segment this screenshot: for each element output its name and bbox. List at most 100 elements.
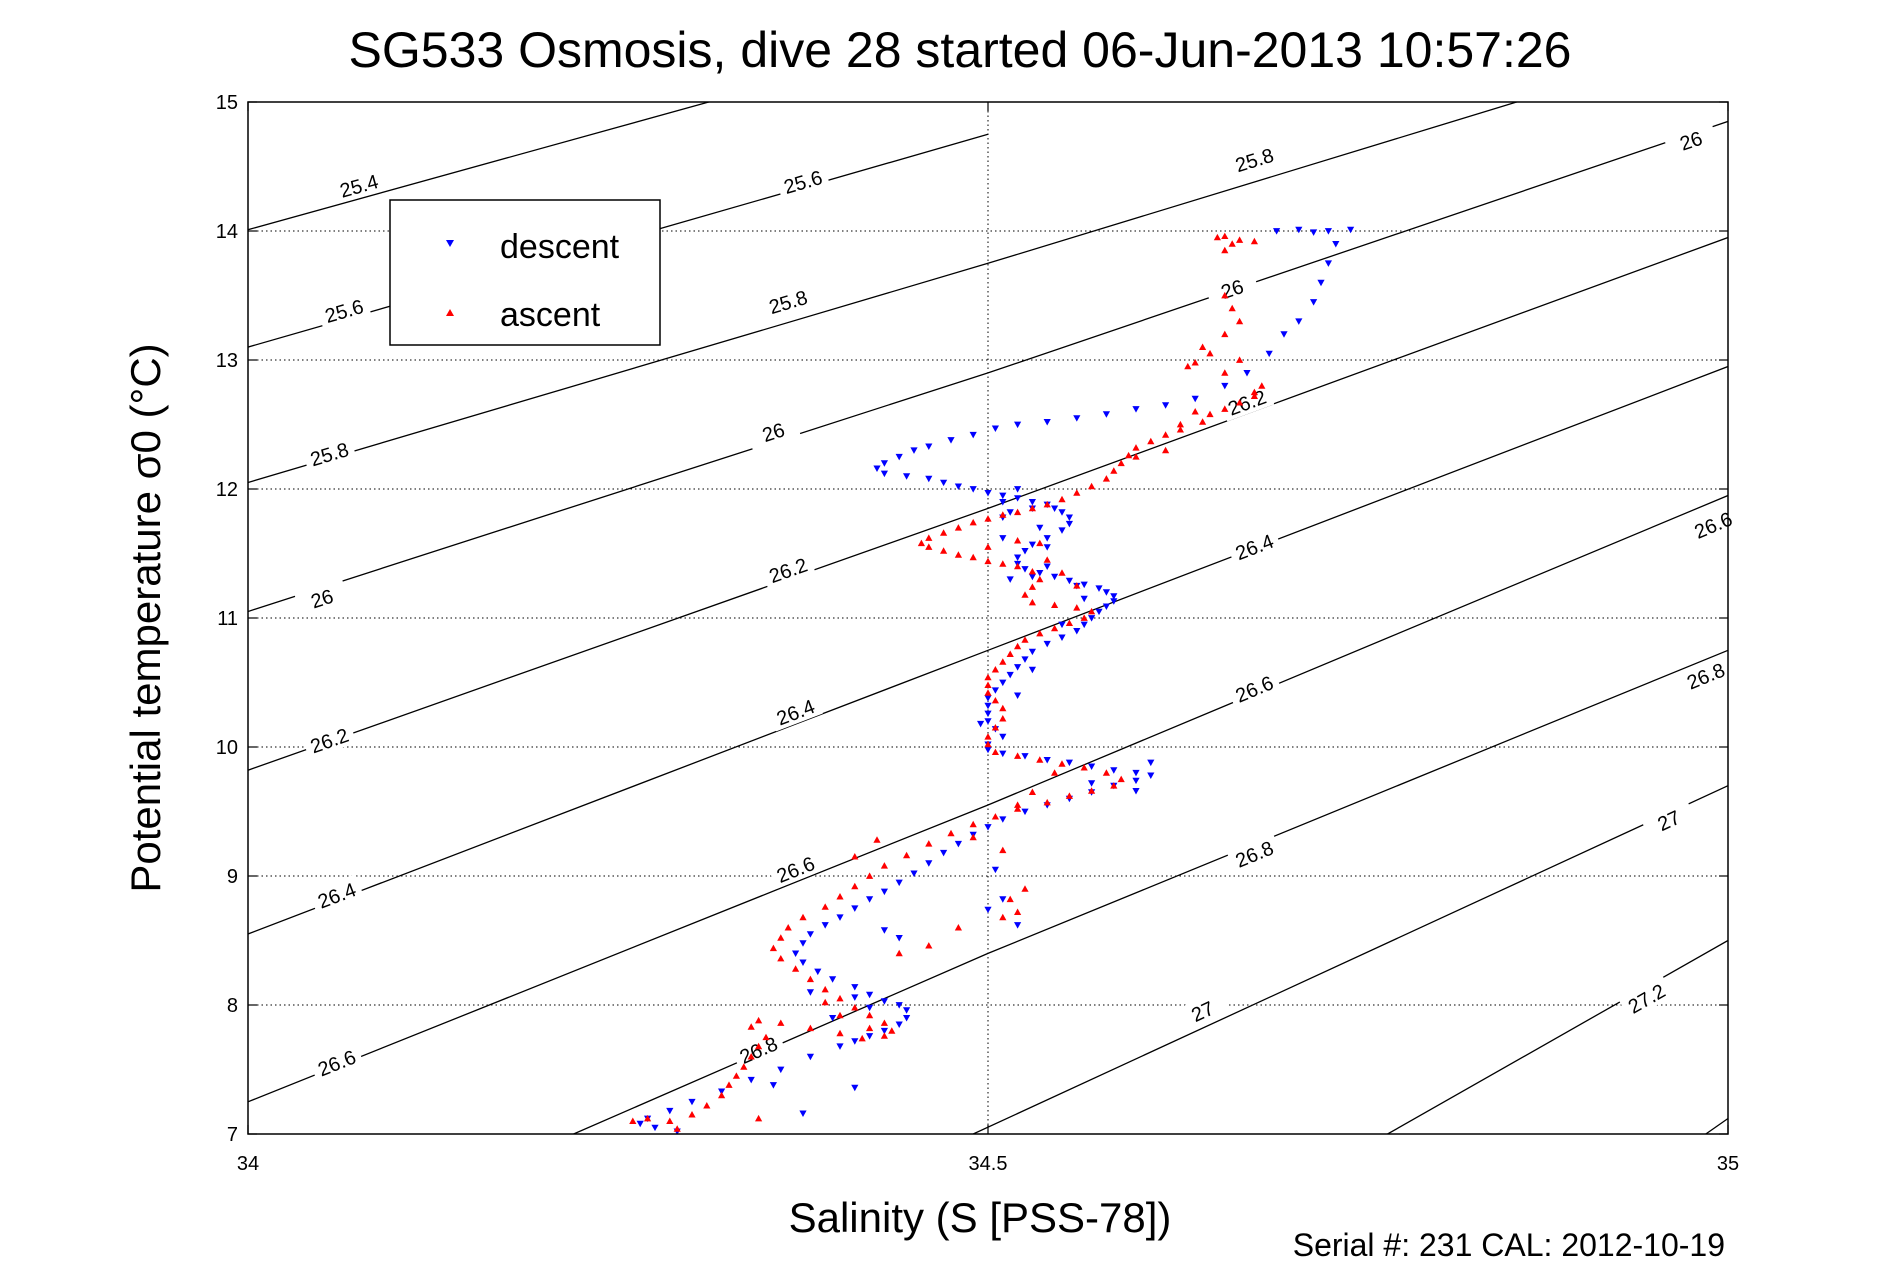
ascent-point: [917, 539, 925, 547]
ascent-point: [666, 1117, 674, 1124]
descent-point: [984, 746, 992, 754]
descent-point: [880, 927, 888, 934]
contour-label-bg: [1226, 667, 1282, 709]
descent-point: [1191, 395, 1199, 403]
descent-point: [1324, 228, 1332, 235]
ascent-point: [940, 547, 948, 554]
descent-point: [1006, 671, 1014, 679]
ascent-point: [925, 543, 933, 550]
descent-point: [799, 959, 807, 966]
ascent-point: [792, 965, 800, 972]
ascent-point: [673, 1125, 681, 1132]
ascent-point: [799, 913, 807, 921]
legend-marker-ascent: [446, 309, 454, 316]
ascent-point: [1036, 575, 1044, 583]
descent-point: [1065, 759, 1073, 767]
ascent-point: [777, 934, 785, 941]
ascent-point: [1162, 446, 1170, 454]
descent-point: [1028, 499, 1036, 506]
ascent-point: [1088, 607, 1096, 615]
contour-line-27-2: [1387, 939, 1728, 1134]
descent-point: [940, 849, 948, 857]
contour-line-27-4: [1705, 1117, 1728, 1134]
descent-point: [903, 473, 911, 480]
ascent-point: [1191, 359, 1199, 366]
ascent-point: [991, 724, 999, 731]
ascent-point: [1043, 556, 1051, 563]
ascent-point: [1228, 240, 1236, 247]
descent-point: [1080, 595, 1088, 603]
ascent-point: [1132, 453, 1140, 460]
contour-label-bg: [767, 848, 823, 889]
ascent-point: [1036, 756, 1044, 763]
descent-point: [1265, 350, 1273, 358]
descent-point: [769, 1082, 777, 1089]
descent-point: [1043, 563, 1051, 570]
ascent-point: [1028, 598, 1036, 606]
descent-point: [999, 499, 1007, 506]
contour-label-bg: [1219, 381, 1275, 422]
descent-point: [1006, 576, 1014, 583]
contour-label-bg: [331, 166, 387, 204]
descent-point: [1132, 769, 1140, 777]
ascent-point: [1213, 233, 1221, 241]
descent-point: [866, 1004, 874, 1012]
contour-line-26-2: [248, 236, 1728, 771]
descent-point: [991, 687, 999, 694]
ascent-point: [991, 813, 999, 820]
y-tick-label: 9: [227, 866, 238, 888]
descent-point: [1043, 757, 1051, 764]
ascent-point: [969, 553, 977, 561]
ascent-point: [1176, 420, 1184, 428]
contour-label-bg: [1618, 974, 1674, 1021]
contour-label-bg: [316, 291, 372, 329]
descent-point: [999, 816, 1007, 823]
descent-point: [880, 470, 888, 478]
descent-point: [806, 931, 814, 938]
contour-label-bg: [1226, 832, 1282, 874]
ascent-point: [954, 551, 962, 558]
contour-label-bg: [745, 412, 801, 451]
contour-line-27: [972, 785, 1728, 1134]
ascent-point: [1221, 405, 1229, 412]
descent-point: [895, 879, 903, 887]
contour-label-bg: [301, 434, 357, 472]
ascent-point: [1258, 382, 1266, 389]
ascent-point: [984, 515, 992, 522]
descent-point: [866, 1033, 874, 1040]
ascent-point: [688, 1111, 696, 1118]
descent-point: [777, 1066, 785, 1074]
descent-point: [895, 1021, 903, 1028]
ascent-point: [1065, 792, 1073, 799]
contour-label-bg: [1226, 140, 1282, 178]
descent-point: [895, 453, 903, 461]
ascent-point: [851, 853, 859, 860]
descent-point: [1132, 788, 1140, 795]
ascent-point: [851, 1004, 859, 1011]
ascent-point: [1058, 569, 1066, 576]
ascent-point: [999, 715, 1007, 722]
descent-point: [999, 750, 1007, 758]
descent-point: [829, 1015, 837, 1022]
contour-label-group: 26: [745, 412, 801, 451]
contour-label-bg: [1663, 120, 1719, 160]
ascent-point: [1199, 418, 1207, 425]
descent-point: [873, 465, 881, 472]
ascent-point: [1088, 787, 1096, 794]
ascent-point: [954, 924, 962, 931]
descent-point: [903, 1007, 911, 1014]
ascent-point: [1014, 801, 1022, 808]
ascent-point: [836, 893, 844, 900]
ascent-point: [947, 829, 955, 837]
contour-label-bg: [1677, 654, 1734, 696]
ascent-point: [1191, 408, 1199, 415]
descent-point: [977, 720, 985, 728]
legend-marker-descent: [446, 240, 454, 247]
descent-point: [1080, 581, 1088, 589]
ascent-point: [851, 882, 859, 890]
ascent-point: [1221, 232, 1229, 239]
descent-point: [1014, 664, 1022, 671]
descent-point: [984, 824, 992, 831]
descent-point: [1036, 524, 1044, 532]
ascent-point: [1073, 604, 1081, 611]
